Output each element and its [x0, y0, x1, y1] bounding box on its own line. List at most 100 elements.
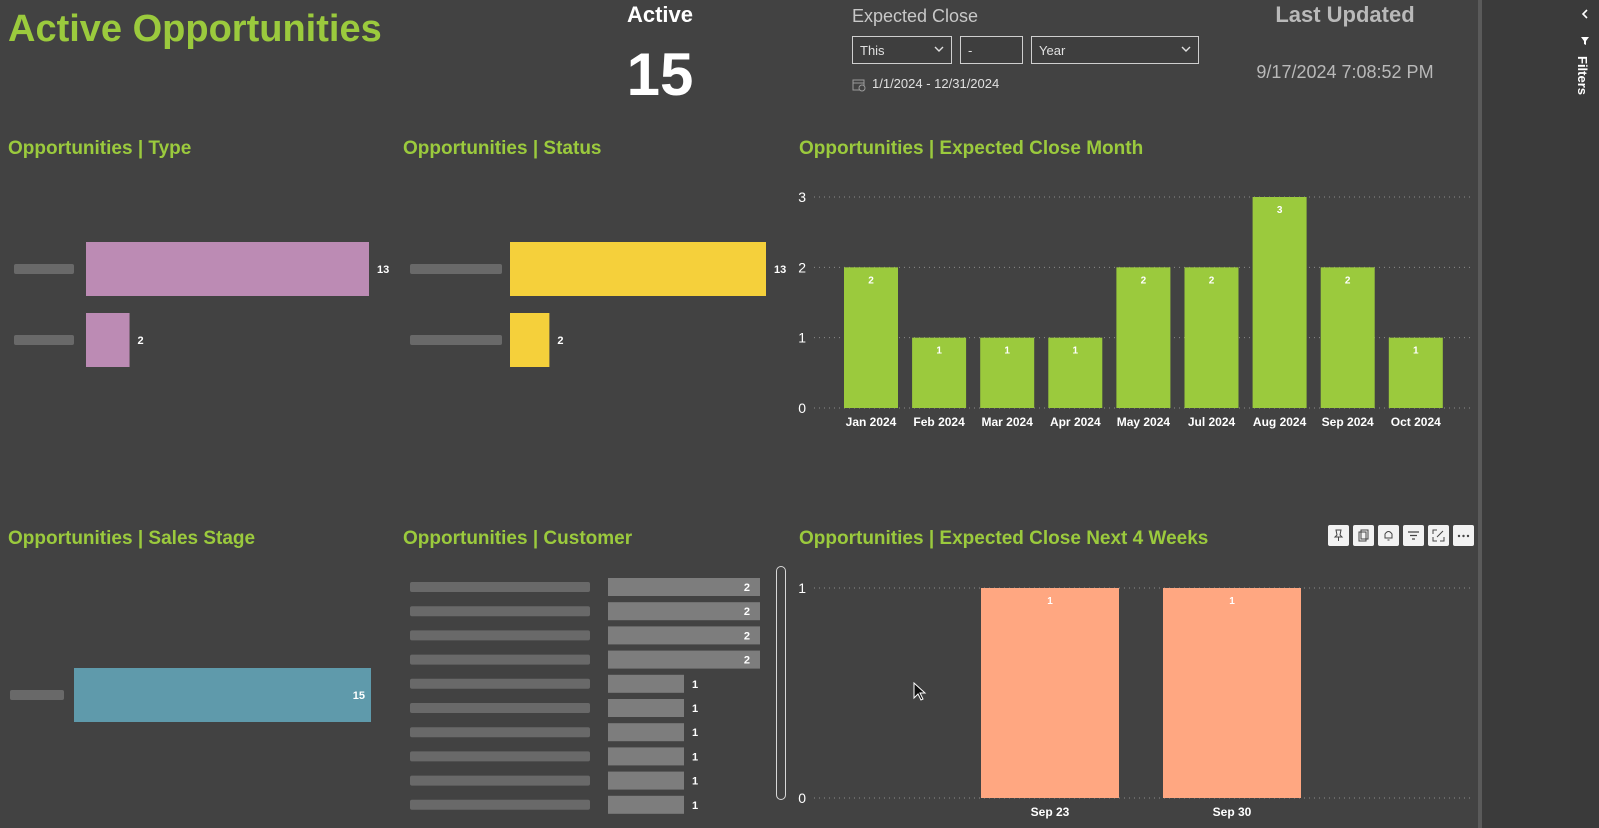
data-label: 2 [1141, 275, 1147, 286]
bar [608, 795, 684, 814]
type-chart-title: Opportunities | Type [8, 138, 192, 159]
alert-button[interactable] [1378, 525, 1399, 546]
pin-visual-button[interactable] [1328, 525, 1349, 546]
y-tick-label: 3 [798, 189, 806, 205]
close-month-chart-title: Opportunities | Expected Close Month [799, 138, 1144, 159]
period-value: Year [1039, 43, 1066, 58]
last-updated-value: 9/17/2024 7:08:52 PM [1256, 62, 1434, 82]
customer-chart[interactable]: 2 2 2 2 1 1 1 1 1 1 [396, 570, 776, 820]
x-tick-label: Sep 2024 [1322, 415, 1374, 429]
y-tick-label: 1 [798, 330, 806, 346]
y-tick-label: 2 [798, 259, 806, 275]
visual-filter-button[interactable] [1403, 525, 1424, 546]
bar [1116, 267, 1171, 408]
blurred-category-label [410, 703, 590, 713]
last-updated-label: Last Updated [1275, 2, 1415, 27]
data-label: 2 [744, 655, 750, 667]
data-label: 1 [692, 751, 698, 763]
bar [510, 242, 766, 296]
canvas-divider [1478, 0, 1482, 828]
data-label: 15 [353, 690, 365, 702]
x-tick-label: Sep 30 [1213, 805, 1252, 819]
filter-icon [1581, 37, 1589, 45]
x-tick-label: Jul 2024 [1188, 415, 1236, 429]
y-tick-label: 0 [798, 400, 806, 416]
x-tick-label: Oct 2024 [1391, 415, 1441, 429]
chevron-down-icon [934, 46, 944, 52]
status-chart[interactable]: 13 2 [396, 220, 792, 380]
data-label: 2 [138, 335, 144, 347]
chevron-left-icon[interactable] [1579, 8, 1591, 20]
data-label: 2 [744, 582, 750, 594]
filters-pane-label[interactable]: Filters [1575, 56, 1590, 96]
bar [608, 723, 684, 742]
type-chart[interactable]: 13 2 [0, 220, 400, 380]
data-label: 1 [936, 346, 942, 357]
blurred-category-label [410, 727, 590, 738]
data-label: 1 [1229, 596, 1235, 607]
bar [608, 650, 760, 669]
bar [1252, 197, 1307, 408]
data-label: 1 [1073, 346, 1079, 357]
more-options-icon [1457, 534, 1470, 538]
blurred-category-label [14, 264, 74, 274]
relative-date-value: This [860, 43, 885, 58]
customer-scrollbar[interactable] [776, 566, 786, 800]
bar [1048, 337, 1103, 408]
status-chart-title: Opportunities | Status [403, 138, 602, 159]
relative-date-dropdown[interactable]: This [852, 36, 952, 64]
bar [608, 626, 760, 645]
data-label: 1 [1413, 346, 1419, 357]
focus-mode-button[interactable] [1428, 525, 1449, 546]
close-month-chart[interactable]: 0 1 2 3 2 Jan 2024 1 Feb 2024 1 Mar 2024 1 Apr 2024… [790, 180, 1475, 440]
customer-scrollbar-thumb[interactable] [778, 568, 784, 796]
blurred-category-label [410, 751, 590, 762]
bar [912, 337, 967, 408]
bar [980, 337, 1035, 408]
blurred-category-label [410, 582, 590, 592]
bar [86, 242, 369, 296]
data-label: 2 [1209, 275, 1215, 286]
x-tick-label: Apr 2024 [1050, 415, 1101, 429]
y-tick-label: 0 [798, 790, 806, 806]
kpi-label: Active [626, 2, 694, 27]
data-label: 2 [744, 606, 750, 618]
relative-number-value: - [968, 43, 973, 58]
expected-close-label: Expected Close [852, 6, 979, 26]
blurred-category-label [10, 690, 64, 700]
data-label: 1 [692, 800, 698, 812]
relative-number-input[interactable]: - [960, 36, 1023, 64]
bar [1320, 267, 1375, 408]
blurred-category-label [14, 335, 74, 345]
bar [608, 771, 684, 790]
next4-chart[interactable]: 0 1 1 Sep 23 1 Sep 30 [790, 570, 1475, 828]
copy-visual-button[interactable] [1353, 525, 1374, 546]
data-label: 2 [744, 630, 750, 642]
x-tick-label: Mar 2024 [982, 415, 1034, 429]
more-options-button[interactable] [1453, 525, 1474, 546]
data-label: 1 [1004, 346, 1010, 357]
data-label: 1 [1047, 596, 1053, 607]
customer-chart-title: Opportunities | Customer [403, 528, 633, 549]
data-label: 1 [692, 703, 698, 715]
bar [608, 699, 684, 717]
bar [844, 267, 898, 408]
focus-mode-icon [1432, 529, 1445, 542]
filters-pane[interactable] [1570, 0, 1599, 828]
bar [1388, 337, 1443, 408]
report-title: Active Opportunities [8, 8, 382, 50]
blurred-category-label [410, 775, 590, 786]
data-label: 1 [692, 776, 698, 788]
period-dropdown[interactable]: Year [1031, 36, 1199, 64]
mouse-cursor-icon [913, 682, 927, 701]
sales-stage-chart[interactable]: 15 [0, 650, 400, 730]
bar [1163, 588, 1301, 798]
bar [608, 578, 760, 596]
calendar-icon [852, 79, 866, 92]
pin-icon [1333, 529, 1344, 541]
blurred-category-label [410, 654, 590, 665]
kpi-value: 15 [626, 41, 694, 108]
x-tick-label: Sep 23 [1031, 805, 1070, 819]
data-label: 13 [774, 264, 786, 276]
data-label: 2 [557, 335, 563, 347]
